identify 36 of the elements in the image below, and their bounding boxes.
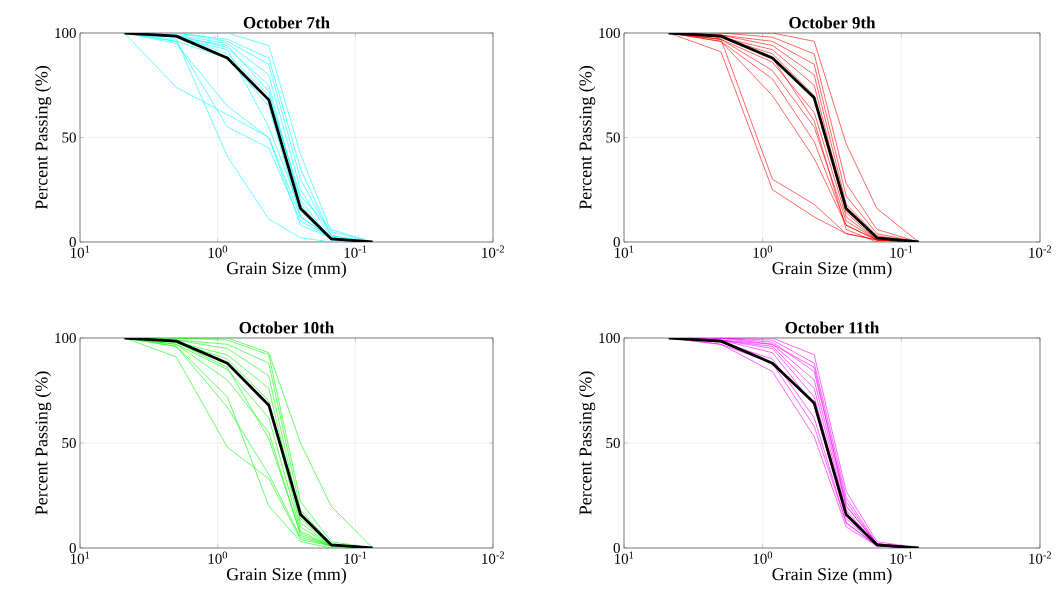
- chart-title: October 11th: [785, 321, 880, 334]
- y-axis-title: Percent Passing (%): [34, 66, 52, 210]
- y-tick-label: 0: [613, 236, 620, 248]
- y-tick-label: 0: [69, 542, 76, 554]
- x-tick-label: 10$^{-2}$: [1029, 245, 1052, 258]
- x-axis-title: Grain Size (mm): [226, 567, 346, 584]
- x-tick-label: 10$^{-1}$: [890, 245, 913, 258]
- x-tick-label: 10$^{-2}$: [1029, 551, 1052, 564]
- y-tick-label: 0: [69, 236, 76, 248]
- y-tick-label: 100: [55, 332, 76, 344]
- x-tick-label: 10$^{-2}$: [482, 245, 505, 258]
- y-axis-title: Percent Passing (%): [578, 66, 596, 210]
- y-axis-title: Percent Passing (%): [34, 371, 52, 515]
- x-tick-label: 10$^{0}$: [753, 245, 773, 258]
- y-tick-label: 50: [62, 132, 76, 143]
- y-tick-label: 0: [613, 542, 620, 554]
- x-axis-title: Grain Size (mm): [772, 567, 892, 584]
- x-tick-label: 10$^{-1}$: [344, 245, 367, 258]
- x-tick-label: 10$^{-2}$: [482, 551, 505, 564]
- y-tick-label: 100: [55, 27, 76, 39]
- x-tick-label: 10$^{0}$: [208, 551, 228, 564]
- x-tick-label: 10$^{0}$: [208, 245, 228, 258]
- y-tick-label: 50: [62, 437, 76, 449]
- x-tick-label: 10$^{-1}$: [344, 551, 367, 564]
- chart-title: October 9th: [789, 16, 876, 29]
- y-tick-label: 50: [606, 437, 620, 449]
- x-axis-title: Grain Size (mm): [226, 261, 346, 278]
- y-axis-title: Percent Passing (%): [578, 371, 596, 515]
- chart-title: October 10th: [239, 321, 334, 334]
- y-tick-label: 50: [606, 132, 620, 143]
- x-tick-label: 10$^{0}$: [753, 551, 773, 564]
- y-tick-label: 100: [599, 332, 620, 344]
- chart-title: October 7th: [243, 16, 330, 29]
- x-tick-label: 10$^{-1}$: [890, 551, 913, 564]
- x-axis-title: Grain Size (mm): [772, 261, 892, 278]
- y-tick-label: 100: [599, 27, 620, 39]
